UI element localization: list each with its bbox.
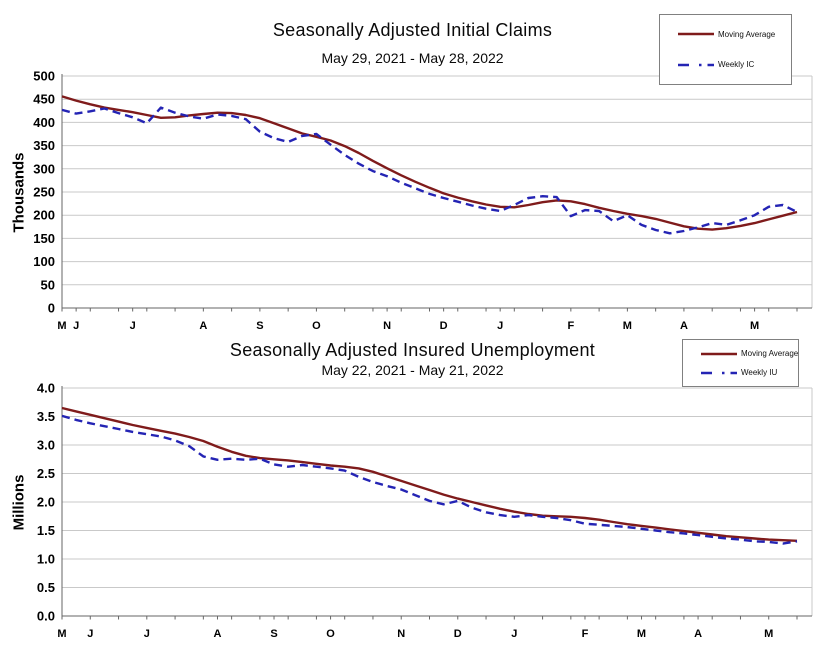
insured-unemployment-legend: Moving Average Weekly IU (682, 339, 799, 387)
y-tick-label: 300 (33, 161, 55, 176)
x-tick-label: A (680, 320, 688, 332)
x-tick-label: N (383, 320, 391, 332)
insured-unemployment-title: Seasonally Adjusted Insured Unemployment (229, 340, 596, 360)
y-tick-label: 0.5 (37, 580, 55, 595)
weekly-iu-line (61, 414, 798, 545)
x-tick-label: F (582, 628, 589, 640)
solid-line-swatch (678, 32, 714, 36)
y-tick-label: 50 (41, 277, 55, 292)
legend-item-weekly-iu: Weekly IU (699, 368, 794, 378)
y-tick-label: 100 (33, 254, 55, 269)
x-tick-label: O (326, 628, 335, 640)
x-tick-label: J (130, 320, 136, 332)
x-tick-label: A (694, 628, 702, 640)
x-tick-label: D (454, 628, 462, 640)
x-tick-label: A (199, 320, 207, 332)
x-tick-label: M (750, 320, 759, 332)
legend-item-moving-average: Moving Average (699, 349, 798, 359)
initial-claims-legend: Moving Average Weekly IC (659, 14, 792, 85)
y-tick-label: 200 (33, 208, 55, 223)
legend-label: Moving Average (718, 29, 776, 39)
insured-unemployment-subtitle: May 22, 2021 - May 21, 2022 (321, 362, 504, 378)
legend-label: Weekly IC (718, 60, 755, 70)
y-tick-label: 0.0 (37, 609, 55, 624)
y-tick-label: 150 (33, 231, 55, 246)
x-tick-label: J (511, 628, 517, 640)
solid-line-swatch (701, 352, 737, 355)
legend-label: Weekly IU (741, 368, 778, 377)
x-tick-label: M (764, 628, 773, 640)
legend-item-weekly-ic: Weekly IC (676, 60, 787, 70)
y-tick-label: 500 (33, 69, 55, 84)
initial-claims-y-axis-title: Thousands (10, 152, 28, 233)
initial-claims-title: Seasonally Adjusted Initial Claims (272, 20, 553, 40)
dashed-line-swatch (701, 371, 737, 374)
x-tick-label: D (440, 320, 448, 332)
y-tick-label: 250 (33, 185, 55, 200)
moving-average-line (61, 406, 798, 542)
x-tick-label: M (623, 320, 632, 332)
initial-claims-subtitle: May 29, 2021 - May 28, 2022 (321, 50, 504, 66)
x-tick-label: S (256, 320, 263, 332)
x-tick-label: F (567, 320, 574, 332)
x-tick-label: A (214, 628, 222, 640)
y-tick-label: 2.5 (37, 466, 55, 481)
x-tick-label: M (57, 320, 66, 332)
y-tick-label: 3.0 (37, 438, 55, 453)
dashed-line-swatch (678, 63, 714, 67)
y-tick-label: 2.0 (37, 495, 55, 510)
y-tick-label: 0 (48, 301, 55, 316)
x-tick-label: M (637, 628, 646, 640)
y-tick-label: 1.5 (37, 523, 55, 538)
legend-label: Moving Average (741, 349, 799, 358)
y-tick-label: 3.5 (37, 409, 55, 424)
y-tick-label: 350 (33, 138, 55, 153)
insured-unemployment-y-axis-title: Millions (10, 474, 28, 531)
moving-average-line (61, 95, 798, 231)
x-tick-label: S (270, 628, 277, 640)
y-tick-label: 450 (33, 92, 55, 107)
y-tick-label: 400 (33, 115, 55, 130)
weekly-ic-line (61, 106, 798, 235)
y-tick-label: 1.0 (37, 552, 55, 567)
x-tick-label: J (144, 628, 150, 640)
x-tick-label: N (397, 628, 405, 640)
x-tick-label: J (73, 320, 79, 332)
x-tick-label: J (497, 320, 503, 332)
x-tick-label: J (87, 628, 93, 640)
x-tick-label: O (312, 320, 321, 332)
y-tick-label: 4.0 (37, 381, 55, 396)
x-tick-label: M (57, 628, 66, 640)
legend-item-moving-average: Moving Average (676, 29, 787, 39)
